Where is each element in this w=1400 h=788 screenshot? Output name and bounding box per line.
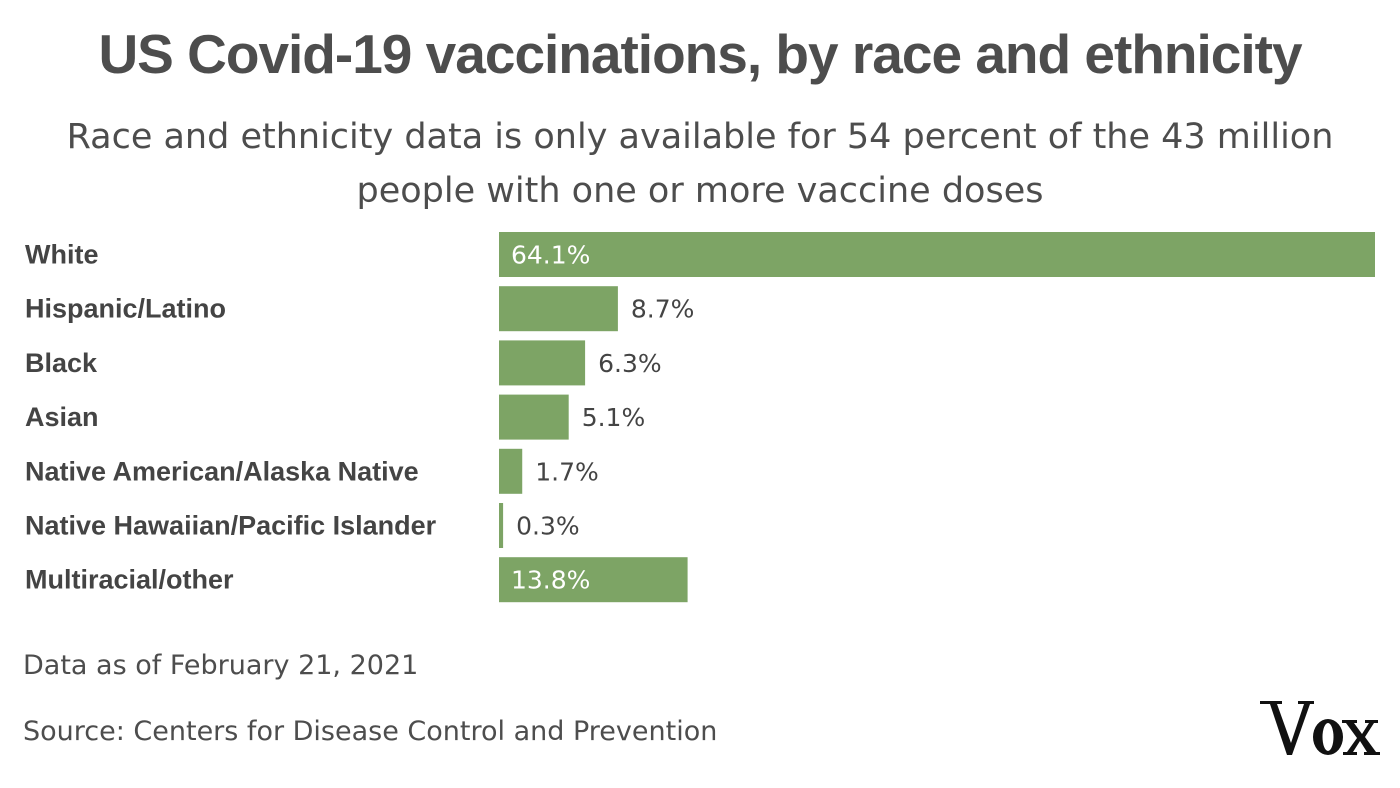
bar-chart: White 64.1% Hispanic/Latino 8.7% Black 6.3% As… (25, 232, 1375, 603)
value-label-multiracial-other: 13.8% (511, 566, 590, 595)
value-label-native-hawaiian-pacific-islander: 0.3% (516, 512, 580, 541)
value-label-black: 6.3% (598, 349, 662, 378)
value-label-asian: 5.1% (582, 403, 646, 432)
vox-logo (1260, 701, 1380, 755)
bar-native-hawaiian-pacific-islander (499, 503, 504, 548)
chart-title: US Covid-19 vaccinations, by race and et… (98, 23, 1302, 85)
category-label-native-hawaiian-pacific-islander: Native Hawaiian/Pacific Islander (25, 511, 437, 541)
bar-asian (499, 394, 569, 440)
bar-white (499, 232, 1375, 277)
bar-hispanic-latino (499, 286, 618, 332)
category-label-multiracial-other: Multiracial/other (25, 565, 234, 595)
source-note: Source: Centers for Disease Control and … (23, 716, 718, 747)
category-label-white: White (25, 240, 99, 270)
data-date-note: Data as of February 21, 2021 (23, 650, 419, 681)
value-label-native-american-alaska-native: 1.7% (535, 457, 599, 486)
category-label-black: Black (25, 348, 98, 378)
category-label-asian: Asian (25, 402, 99, 432)
category-label-hispanic-latino: Hispanic/Latino (25, 294, 226, 324)
category-label-native-american-alaska-native: Native American/Alaska Native (25, 456, 419, 486)
bar-black (499, 340, 586, 386)
value-label-hispanic-latino: 8.7% (631, 295, 695, 324)
bar-native-american-alaska-native (499, 448, 523, 494)
value-label-white: 64.1% (511, 241, 590, 270)
bar-multiracial-other (499, 557, 688, 603)
chart-subtitle: Race and ethnicity data is only availabl… (66, 117, 1334, 211)
